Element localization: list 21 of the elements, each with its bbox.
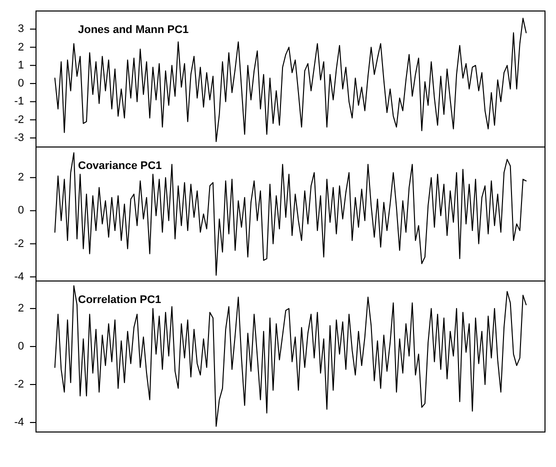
y-tick-label: -2	[14, 378, 24, 391]
y-tick-label: 2	[18, 172, 24, 184]
y-tick-label: 0	[18, 340, 24, 353]
text: Correlation PC1	[78, 294, 162, 306]
y-tick-label: 1	[18, 59, 24, 72]
y-tick-label: -2	[14, 238, 24, 250]
y-tick-label: 3	[18, 23, 24, 36]
y-tick-label: 0	[18, 78, 24, 90]
line-series	[54, 152, 527, 276]
y-tick-label: -3	[14, 132, 24, 144]
y-tick-label: -4	[14, 270, 24, 283]
y-tick-label: -2	[14, 114, 24, 126]
y-tick-label: -1	[14, 96, 24, 108]
text: Covariance PC1	[78, 160, 162, 172]
text: Jones and Mann PC1	[78, 24, 189, 36]
line-series	[54, 285, 527, 427]
line-series	[54, 18, 527, 142]
y-tick-label: 2	[18, 302, 24, 315]
y-tick-label: 2	[18, 41, 24, 54]
y-tick-label: -4	[14, 416, 24, 429]
y-tick-label: 0	[18, 204, 24, 217]
